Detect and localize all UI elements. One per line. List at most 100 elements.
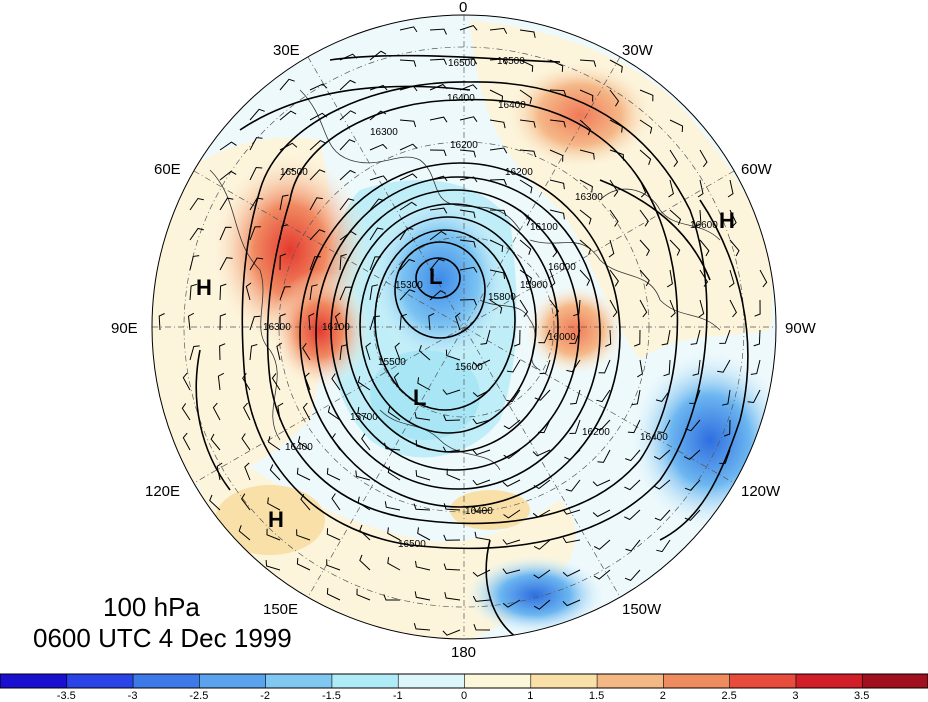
wind-barb <box>549 59 564 72</box>
wind-barb <box>399 26 418 33</box>
longitude-label: 120E <box>145 483 180 500</box>
anomaly-shading <box>152 15 776 639</box>
colorbar-tick-label: -3 <box>128 690 138 702</box>
low-center-marker: L <box>429 264 442 289</box>
wind-barb <box>719 329 731 344</box>
wind-barb <box>393 372 401 391</box>
wind-barb <box>666 269 673 288</box>
wind-barb <box>369 84 388 91</box>
pressure-centers: L L H H H <box>196 208 735 532</box>
wind-barb <box>699 239 710 257</box>
wind-barb <box>249 108 265 121</box>
wind-barb <box>296 467 311 481</box>
wind-barb <box>506 389 521 403</box>
wind-barb <box>472 569 491 577</box>
wind-barb <box>361 433 371 451</box>
wind-barb <box>519 299 529 317</box>
wind-barb <box>429 290 447 301</box>
wind-barb <box>596 389 611 403</box>
wind-barb <box>210 433 221 451</box>
contour-label: 16300 <box>263 322 291 333</box>
wind-barb <box>489 178 507 186</box>
wind-barb <box>279 286 291 301</box>
wind-barb <box>472 595 491 602</box>
longitude-label: 90W <box>785 320 817 337</box>
wind-barb <box>399 143 418 151</box>
wind-barb <box>609 119 623 133</box>
wind-barb <box>532 449 551 457</box>
wind-barb <box>357 376 371 391</box>
wind-barb <box>759 269 768 288</box>
wind-barb <box>459 298 477 306</box>
wind-barb <box>296 557 311 571</box>
wind-barb <box>609 269 620 287</box>
wind-barb <box>639 269 650 287</box>
contour-label: 16000 <box>548 262 576 273</box>
colorbar-tick-label: 3.5 <box>854 690 869 702</box>
wind-barb <box>276 342 283 361</box>
wind-barb <box>459 266 478 273</box>
wind-barb <box>669 149 679 167</box>
wind-barb <box>549 119 566 128</box>
wind-barb <box>609 179 619 197</box>
wind-barb <box>339 53 358 61</box>
wind-barb <box>309 169 326 181</box>
wind-barb <box>241 433 251 451</box>
wind-barb <box>631 389 641 406</box>
wind-barb <box>579 269 591 286</box>
wind-barb <box>549 89 567 97</box>
wind-barb <box>279 253 287 271</box>
wind-barb <box>369 284 379 301</box>
wind-barb <box>565 479 581 492</box>
wind-barb <box>625 539 641 552</box>
wind-barb <box>189 227 204 241</box>
wind-barb <box>459 116 478 122</box>
wind-barb <box>279 224 288 241</box>
wind-barb <box>369 198 385 211</box>
longitude-label: 60E <box>154 161 181 178</box>
wind-barb <box>592 479 611 487</box>
wind-barb <box>309 197 323 211</box>
contour-label: 16200 <box>582 427 610 438</box>
wind-barb <box>326 587 341 601</box>
wind-barb <box>566 359 581 373</box>
contour-labels: 16500 16500 16400 16400 16300 16300 1620… <box>263 56 718 550</box>
wind-barb <box>605 329 612 347</box>
wind-barb <box>387 466 401 481</box>
wind-barb <box>249 315 261 331</box>
wind-barb <box>690 329 701 345</box>
wind-barb <box>413 503 431 511</box>
wind-barb <box>279 168 295 181</box>
wind-barb <box>669 299 676 318</box>
wind-barb <box>579 89 594 102</box>
wind-barb <box>534 389 551 401</box>
contour-label: 16300 <box>370 127 398 138</box>
wind-barb <box>244 462 251 481</box>
wind-barb <box>549 299 560 317</box>
contour-label: 15800 <box>488 292 516 303</box>
longitude-label: 90E <box>111 320 138 337</box>
wind-barb <box>472 389 491 398</box>
wind-barb <box>754 299 761 317</box>
wind-barb <box>538 329 551 344</box>
wind-barb <box>669 239 681 256</box>
wind-barb <box>249 137 263 151</box>
wind-barb <box>442 446 461 453</box>
wind-barb <box>472 449 491 456</box>
wind-barb <box>723 419 731 437</box>
wind-barb <box>339 230 357 241</box>
wind-barb <box>459 58 478 65</box>
wind-barb <box>296 529 311 541</box>
wind-barb <box>369 143 388 151</box>
wind-barb <box>684 509 701 521</box>
contour-label: 16100 <box>530 222 558 233</box>
wind-barb <box>429 116 448 123</box>
colorbar-tick-label: 0 <box>461 690 467 702</box>
wind-barb <box>598 359 611 374</box>
wind-barb <box>240 493 251 511</box>
wind-barb <box>609 299 618 318</box>
wind-barb <box>415 469 431 481</box>
wind-barb <box>189 283 198 301</box>
wind-barb <box>549 239 558 258</box>
